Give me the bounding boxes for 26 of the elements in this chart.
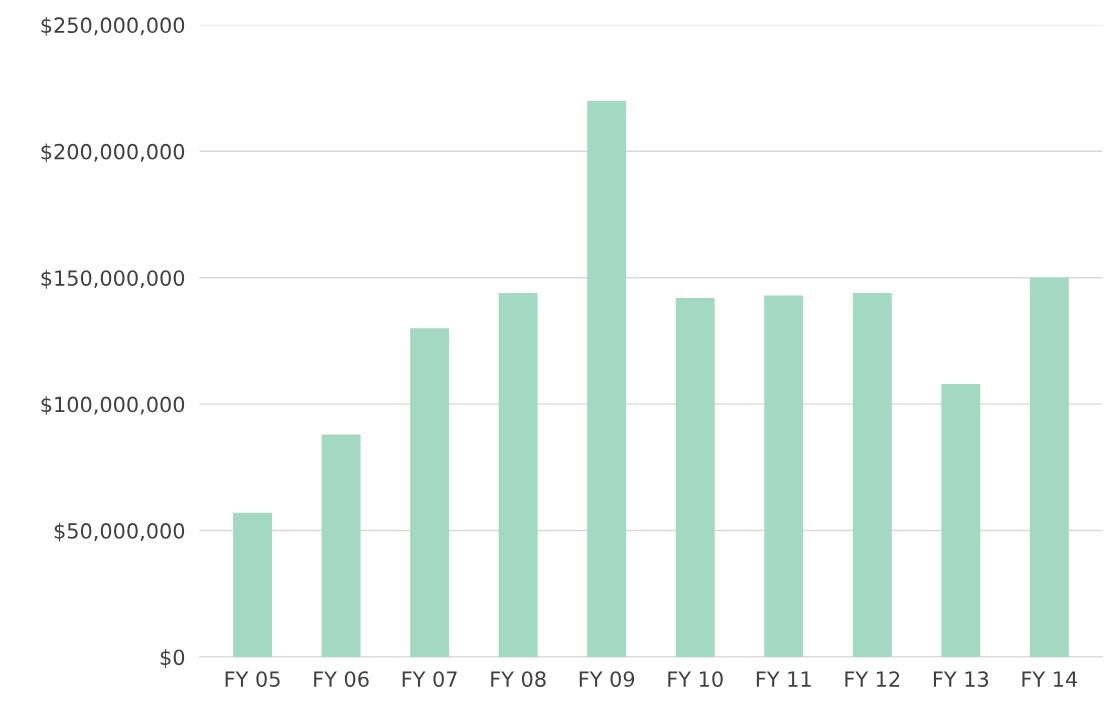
y-tick-label: $0 [160, 649, 185, 668]
bar [410, 328, 450, 657]
bar [321, 434, 361, 657]
x-tick-label: FY 06 [314, 671, 369, 687]
x-tick-label: FY 12 [845, 671, 900, 687]
y-tick-label: $250,000,000 [41, 16, 185, 36]
bar [941, 383, 981, 657]
x-tick-label: FY 11 [756, 671, 811, 687]
y-tick-label: $100,000,000 [41, 396, 185, 416]
x-tick-label: FY 14 [1022, 671, 1078, 687]
x-tick-label: FY 08 [491, 671, 546, 687]
y-tick-label: $200,000,000 [41, 143, 185, 163]
bar [498, 292, 538, 657]
y-tick-label: $50,000,000 [54, 522, 185, 542]
bar [764, 295, 804, 657]
bar [675, 297, 715, 657]
y-tick-label: $150,000,000 [41, 269, 185, 289]
x-tick-label: FY 10 [668, 671, 723, 687]
x-tick-label: FY 07 [402, 671, 457, 687]
x-tick-label: FY 05 [225, 671, 280, 687]
x-tick-label: FY 13 [933, 671, 989, 687]
bar [587, 100, 627, 657]
bar [233, 512, 273, 657]
bar [1029, 277, 1069, 657]
x-tick-label: FY 09 [579, 671, 635, 687]
bar [852, 292, 892, 657]
